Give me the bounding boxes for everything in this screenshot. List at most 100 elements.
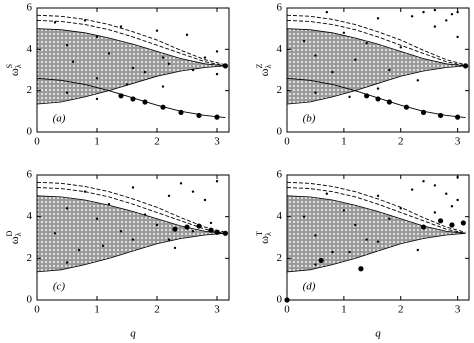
data-point [376,240,380,243]
data-point [215,180,219,183]
large-point [214,114,220,120]
data-point [456,198,459,202]
data-point [365,238,368,241]
y-label-sup: S [5,64,14,68]
data-point [416,248,420,252]
data-point [155,29,159,32]
large-point [208,227,214,233]
panel-label: (a) [53,113,66,125]
large-point [420,224,427,230]
data-point [203,198,207,202]
data-point [354,58,357,61]
data-point [416,79,420,82]
dashed-line [286,14,466,66]
data-point [125,83,129,86]
data-point [167,238,171,241]
data-point [65,207,69,210]
large-point [214,229,220,235]
data-point [83,190,87,193]
large-point [142,99,148,105]
continuum-band [36,28,226,105]
y-tick-label: 4 [27,43,33,55]
data-point [191,230,195,233]
data-point [410,188,414,191]
data-point [203,56,207,59]
large-point [160,104,166,110]
plot-frame [286,7,470,133]
large-point [460,220,466,226]
large-point [118,93,124,99]
y-label-base: ω [257,68,271,76]
data-point [77,248,81,252]
data-point [342,209,346,212]
panel-label: (c) [53,281,66,293]
data-point [388,217,391,220]
large-point [437,112,444,119]
y-tick-label: 2 [27,252,33,264]
large-point [375,96,381,102]
y-tick-label: 0 [277,294,283,306]
data-point [314,234,317,237]
x-axis-label: q [375,328,381,340]
y-tick-label: 4 [277,210,283,222]
data-point [450,205,454,208]
data-point [191,68,195,72]
data-point [376,194,380,198]
data-point [95,97,99,101]
y-label-base: ω [257,236,271,244]
data-point [107,202,111,206]
large-point [462,63,469,69]
data-point [450,13,454,16]
dashed-line [36,14,226,66]
plot-frame [36,7,230,133]
data-point [422,180,425,183]
data-point [433,25,437,28]
data-point [314,91,317,94]
dashed-line [286,181,466,233]
data-point [101,244,105,248]
data-point [71,60,75,63]
y-axis-label: ωλD [5,230,23,244]
data-point [388,68,391,72]
y-tick-label: 6 [27,2,33,14]
data-point [83,19,87,22]
data-point [167,194,171,198]
large-point [318,257,324,264]
y-label-sub: λ [14,232,23,236]
data-point [325,10,329,14]
data-point [107,52,111,55]
x-tick-label: 2 [154,136,160,148]
data-point [185,33,189,37]
x-tick-label: 2 [154,304,160,316]
data-point [354,223,357,227]
data-point [131,66,135,70]
x-tick-label: 0 [284,136,290,148]
large-point [386,99,392,105]
data-point [331,70,334,74]
y-tick-label: 0 [277,126,283,138]
x-tick-label: 3 [455,136,461,148]
data-point [456,35,459,39]
data-point [191,190,195,193]
data-point [167,62,171,65]
large-point [178,109,184,115]
data-point [95,77,99,80]
continuum-band [286,195,466,273]
data-point [410,15,414,18]
continuum-band [36,195,226,273]
large-point [222,63,228,69]
y-label-base: ω [7,236,21,244]
y-axis-label: ωλS [5,64,23,76]
data-point [399,46,402,49]
data-point [342,31,346,34]
x-tick-label: 0 [34,304,40,316]
large-point [130,96,136,102]
data-point [302,215,306,218]
y-axis-label: ωλZ [255,64,273,77]
data-point [314,54,317,57]
x-tick-label: 3 [214,304,220,316]
y-label-sup: Z [255,64,264,69]
data-point [143,213,147,216]
data-point [399,207,402,210]
y-tick-label: 6 [27,169,33,181]
